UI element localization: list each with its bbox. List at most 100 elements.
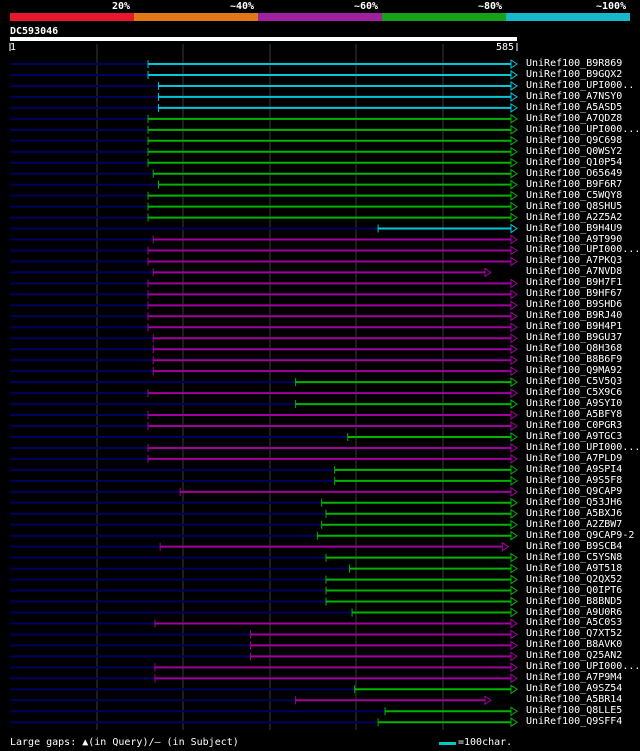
hit-row[interactable] xyxy=(10,695,492,706)
hit-label[interactable]: UniRef100_Q9SFF4 xyxy=(526,716,623,728)
hit-row[interactable] xyxy=(10,366,518,377)
hit-row[interactable] xyxy=(10,717,518,728)
hit-label[interactable]: UniRef100_B9F6R7 xyxy=(526,178,623,190)
hit-label[interactable]: UniRef100_B8BND5 xyxy=(526,595,623,607)
hit-row[interactable] xyxy=(10,146,518,157)
hit-row[interactable] xyxy=(10,245,518,256)
hit-row[interactable] xyxy=(10,135,518,146)
hit-label[interactable]: UniRef100_C5WQY8 xyxy=(526,189,623,201)
hit-row[interactable] xyxy=(10,464,518,475)
hit-label[interactable]: UniRef100_Q2QX52 xyxy=(526,573,623,585)
hit-label[interactable]: UniRef100_Q9C698 xyxy=(526,134,623,146)
hit-label[interactable]: UniRef100_A7PLD9 xyxy=(526,452,623,464)
hit-row[interactable] xyxy=(10,574,518,585)
hit-row[interactable] xyxy=(10,486,518,497)
hit-row[interactable] xyxy=(10,333,518,344)
hit-label[interactable]: UniRef100_A9SPI4 xyxy=(526,463,623,475)
hit-row[interactable] xyxy=(10,322,518,333)
hit-row[interactable] xyxy=(10,673,518,684)
hit-label[interactable]: UniRef100_B9GU37 xyxy=(526,332,623,344)
hit-label[interactable]: UniRef100_B9SCB4 xyxy=(526,540,623,552)
hit-row[interactable] xyxy=(10,629,518,640)
hit-row[interactable] xyxy=(10,344,518,355)
hit-row[interactable] xyxy=(10,684,518,695)
hit-row[interactable] xyxy=(10,377,518,388)
hit-row[interactable] xyxy=(10,355,518,366)
hit-row[interactable] xyxy=(10,102,518,113)
hit-label[interactable]: UniRef100_A2ZBW7 xyxy=(526,518,623,530)
hit-label[interactable]: UniRef100_A5BFY8 xyxy=(526,409,623,421)
hit-label[interactable]: UniRef100_C5YSN8 xyxy=(526,551,623,563)
hit-label[interactable]: UniRef100_B8B6F9 xyxy=(526,354,623,366)
hit-row[interactable] xyxy=(10,311,518,322)
hit-row[interactable] xyxy=(10,157,518,168)
hit-label[interactable]: UniRef100_B9H7F1 xyxy=(526,277,623,289)
hit-label[interactable]: UniRef100_A7NSY0 xyxy=(526,90,623,102)
hit-label[interactable]: UniRef100_O65649 xyxy=(526,167,623,179)
hit-row[interactable] xyxy=(10,278,518,289)
hit-label[interactable]: UniRef100_Q7XT52 xyxy=(526,628,623,640)
hit-label[interactable]: UniRef100_A7PKQ3 xyxy=(526,255,623,267)
hit-row[interactable] xyxy=(10,530,518,541)
hit-row[interactable] xyxy=(10,91,518,102)
hit-label[interactable]: UniRef100_Q25AN2 xyxy=(526,650,623,662)
hit-label[interactable]: UniRef100_A9SYI0 xyxy=(526,398,623,410)
hit-label[interactable]: UniRef100_Q8SHU5 xyxy=(526,200,623,212)
hit-row[interactable] xyxy=(10,113,518,124)
hit-row[interactable] xyxy=(10,443,518,453)
hit-row[interactable] xyxy=(10,124,518,135)
hit-row[interactable] xyxy=(10,552,518,563)
hit-label[interactable]: UniRef100_B9H4P1 xyxy=(526,321,623,333)
hit-row[interactable] xyxy=(10,399,518,410)
hit-label[interactable]: UniRef100_A5BXJ6 xyxy=(526,507,623,519)
hit-row[interactable] xyxy=(10,168,518,179)
hit-row[interactable] xyxy=(10,223,518,234)
hit-row[interactable] xyxy=(10,651,518,662)
hit-row[interactable] xyxy=(10,640,518,651)
hit-row[interactable] xyxy=(10,596,518,607)
hit-label[interactable]: UniRef100_Q9MA92 xyxy=(526,365,623,377)
hit-row[interactable] xyxy=(10,70,518,80)
hit-row[interactable] xyxy=(10,59,518,69)
hit-row[interactable] xyxy=(10,563,518,574)
hit-label[interactable]: UniRef100_A7P9M4 xyxy=(526,672,623,684)
hit-row[interactable] xyxy=(10,519,518,530)
hit-row[interactable] xyxy=(10,618,518,629)
hit-label[interactable]: UniRef100_A5ASD5 xyxy=(526,101,623,113)
hit-row[interactable] xyxy=(10,585,518,596)
hit-row[interactable] xyxy=(10,300,518,311)
hit-label[interactable]: UniRef100_UPI000.. xyxy=(526,79,635,91)
hit-label[interactable]: UniRef100_Q9CAP9-2 xyxy=(526,529,635,541)
hit-label[interactable]: UniRef100_UPI000... xyxy=(526,441,640,453)
hit-label[interactable]: UniRef100_C0PGR3 xyxy=(526,420,623,431)
hit-row[interactable] xyxy=(10,541,510,552)
hit-row[interactable] xyxy=(10,256,518,267)
hit-row[interactable] xyxy=(10,410,518,420)
hit-label[interactable]: UniRef100_Q9CAP9 xyxy=(526,485,623,497)
hit-label[interactable]: UniRef100_Q10P54 xyxy=(526,156,623,168)
hit-label[interactable]: UniRef100_B8AVK0 xyxy=(526,639,623,651)
hit-label[interactable]: UniRef100_B9H4U9 xyxy=(526,222,623,234)
hit-label[interactable]: UniRef100_Q0IPT6 xyxy=(526,584,623,596)
hit-row[interactable] xyxy=(10,607,518,618)
hit-label[interactable]: UniRef100_UPI000... xyxy=(526,123,640,135)
hit-label[interactable]: UniRef100_UPI000... xyxy=(526,244,640,256)
hit-label[interactable]: UniRef100_A7NVD8 xyxy=(526,266,623,278)
hit-label[interactable]: UniRef100_B9R869 xyxy=(526,58,623,69)
hit-row[interactable] xyxy=(10,497,518,508)
hit-row[interactable] xyxy=(10,662,518,673)
hit-label[interactable]: UniRef100_Q53JH6 xyxy=(526,496,623,508)
hit-label[interactable]: UniRef100_UPI000... xyxy=(526,661,640,673)
hit-label[interactable]: UniRef100_B9GQX2 xyxy=(526,68,623,80)
hit-row[interactable] xyxy=(10,475,518,486)
hit-label[interactable]: UniRef100_A9TGC3 xyxy=(526,430,623,442)
hit-row[interactable] xyxy=(10,201,518,212)
hit-row[interactable] xyxy=(10,432,518,442)
hit-label[interactable]: UniRef100_B9HF67 xyxy=(526,288,623,300)
hit-label[interactable]: UniRef100_A9T990 xyxy=(526,233,623,245)
hit-label[interactable]: UniRef100_B9RJ40 xyxy=(526,310,623,322)
hit-row[interactable] xyxy=(10,267,492,278)
hit-row[interactable] xyxy=(10,81,518,91)
hit-row[interactable] xyxy=(10,289,518,300)
hit-label[interactable]: UniRef100_A5BR14 xyxy=(526,694,623,706)
